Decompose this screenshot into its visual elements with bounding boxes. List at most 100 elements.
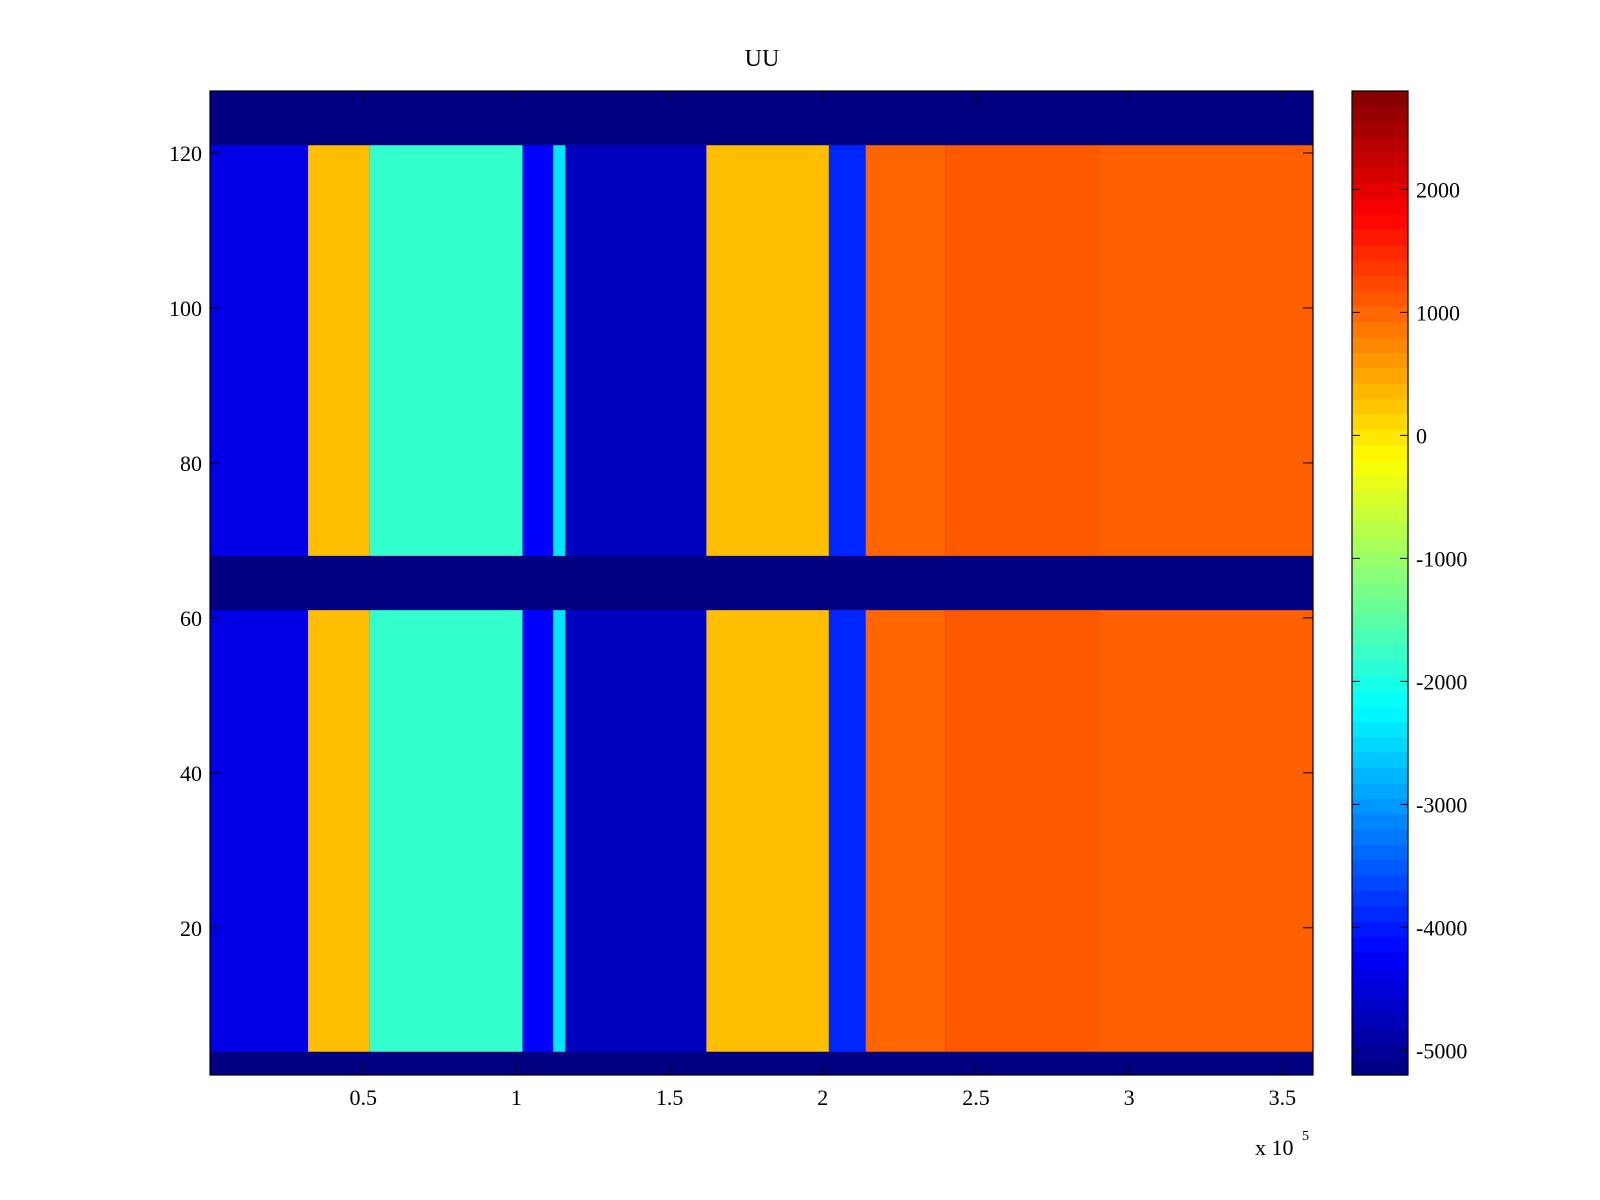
- colorbar-step: [1352, 152, 1408, 169]
- colorbar-step: [1352, 444, 1408, 461]
- heatmap-band: [522, 145, 554, 556]
- colorbar-tick-label: -5000: [1416, 1038, 1467, 1063]
- heatmap-band: [706, 610, 829, 1052]
- colorbar-step: [1352, 290, 1408, 307]
- colorbar-step: [1352, 936, 1408, 953]
- heatmap-band: [865, 145, 946, 556]
- colorbar-step: [1352, 613, 1408, 630]
- heatmap-band: [945, 145, 1099, 556]
- colorbar-step: [1352, 782, 1408, 799]
- colorbar-step: [1352, 536, 1408, 553]
- x-multiplier-exponent: 5: [1302, 1129, 1309, 1144]
- x-tick-label: 0.5: [349, 1085, 377, 1110]
- colorbar-tick-label: -4000: [1416, 915, 1467, 940]
- colorbar-step: [1352, 567, 1408, 584]
- colorbar-step: [1352, 875, 1408, 892]
- colorbar-step: [1352, 214, 1408, 230]
- colorbar-step: [1352, 998, 1408, 1015]
- x-tick-label: 1.5: [656, 1085, 684, 1110]
- colorbar-step: [1352, 690, 1408, 707]
- colorbar-step: [1352, 321, 1408, 338]
- y-tick-label: 80: [180, 451, 202, 476]
- colorbar-step: [1352, 352, 1408, 369]
- x-tick-label: 3: [1124, 1085, 1135, 1110]
- heatmap-band: [308, 145, 370, 556]
- colorbar-step: [1352, 521, 1408, 538]
- colorbar-step: [1352, 91, 1408, 107]
- colorbar-step: [1352, 583, 1408, 599]
- colorbar-step: [1352, 337, 1408, 353]
- colorbar-step: [1352, 490, 1408, 507]
- x-multiplier-label: x 10: [1255, 1135, 1294, 1160]
- colorbar-step: [1352, 706, 1408, 722]
- colorbar-step: [1352, 229, 1408, 246]
- colorbar-tick-label: -2000: [1416, 669, 1467, 694]
- heatmap-band: [308, 610, 370, 1052]
- colorbar-step: [1352, 183, 1408, 200]
- colorbar-step: [1352, 198, 1408, 215]
- plot-area: 0.5 1 1.5 2 2.5 3 3.5 20 40 60 80 100 120: [169, 90, 1314, 1110]
- colorbar-step: [1352, 905, 1408, 922]
- colorbar-step: [1352, 167, 1408, 184]
- colorbar-tick-label: 2000: [1416, 177, 1460, 202]
- plot-frame: [209, 90, 1314, 1076]
- colorbar-step: [1352, 1059, 1408, 1076]
- colorbar-step: [1352, 106, 1408, 123]
- colorbar-step: [1352, 1044, 1408, 1061]
- colorbar-tick-label: -3000: [1416, 792, 1467, 817]
- heatmap-band: [706, 145, 829, 556]
- x-tick-label: 3.5: [1269, 1085, 1297, 1110]
- colorbar-step: [1352, 367, 1408, 384]
- colorbar-frame: [1351, 90, 1409, 1076]
- colorbar-step: [1352, 460, 1408, 476]
- colorbar-step: [1352, 1028, 1408, 1045]
- heatmap-band: [828, 610, 866, 1052]
- colorbar-ticks: -5000 -4000 -3000 -2000 -1000 0 1000 2000: [1352, 177, 1467, 1063]
- y-axis: 20 40 60 80 100 120: [169, 141, 1313, 941]
- colorbar-step: [1352, 798, 1408, 815]
- x-tick-label: 1: [511, 1085, 522, 1110]
- colorbar-step: [1352, 244, 1408, 261]
- colorbar-step: [1352, 306, 1408, 323]
- y-tick-label: 100: [169, 296, 202, 321]
- x-tick-label: 2.5: [962, 1085, 990, 1110]
- x-axis: 0.5 1 1.5 2 2.5 3 3.5: [349, 91, 1296, 1110]
- colorbar-step: [1352, 398, 1408, 415]
- heatmap-band: [553, 610, 566, 1052]
- heatmap-band: [828, 145, 866, 556]
- colorbar-step: [1352, 475, 1408, 492]
- colorbar-step: [1352, 967, 1408, 984]
- y-tick-label: 20: [180, 916, 202, 941]
- colorbar-step: [1352, 859, 1408, 876]
- colorbar-step: [1352, 921, 1408, 938]
- colorbar-step: [1352, 598, 1408, 615]
- y-tick-label: 40: [180, 761, 202, 786]
- colorbar-step: [1352, 721, 1408, 738]
- colorbar-step: [1352, 413, 1408, 430]
- colorbar-step: [1352, 1013, 1408, 1030]
- chart-title: UU: [745, 46, 780, 72]
- colorbar-step: [1352, 429, 1408, 446]
- colorbar-step: [1352, 260, 1408, 277]
- colorbar-gradient: [1352, 91, 1408, 1076]
- heatmap-cells: [210, 91, 1313, 1075]
- colorbar-step: [1352, 844, 1408, 861]
- colorbar-tick-label: -1000: [1416, 546, 1467, 571]
- colorbar-step: [1352, 675, 1408, 692]
- y-tick-label: 60: [180, 606, 202, 631]
- heatmap-band: [945, 610, 1099, 1052]
- y-tick-label: 120: [169, 141, 202, 166]
- heatmap-band: [522, 610, 554, 1052]
- heatmap-band: [865, 610, 946, 1052]
- colorbar-step: [1352, 982, 1408, 999]
- heatmap-band: [553, 145, 566, 556]
- colorbar-step: [1352, 736, 1408, 753]
- colorbar-step: [1352, 890, 1408, 907]
- colorbar-step: [1352, 137, 1408, 154]
- colorbar-step: [1352, 121, 1408, 138]
- heatmap-band: [565, 145, 707, 556]
- colorbar-tick-label: 1000: [1416, 300, 1460, 325]
- heatmap-band: [210, 610, 309, 1052]
- colorbar-step: [1352, 767, 1408, 784]
